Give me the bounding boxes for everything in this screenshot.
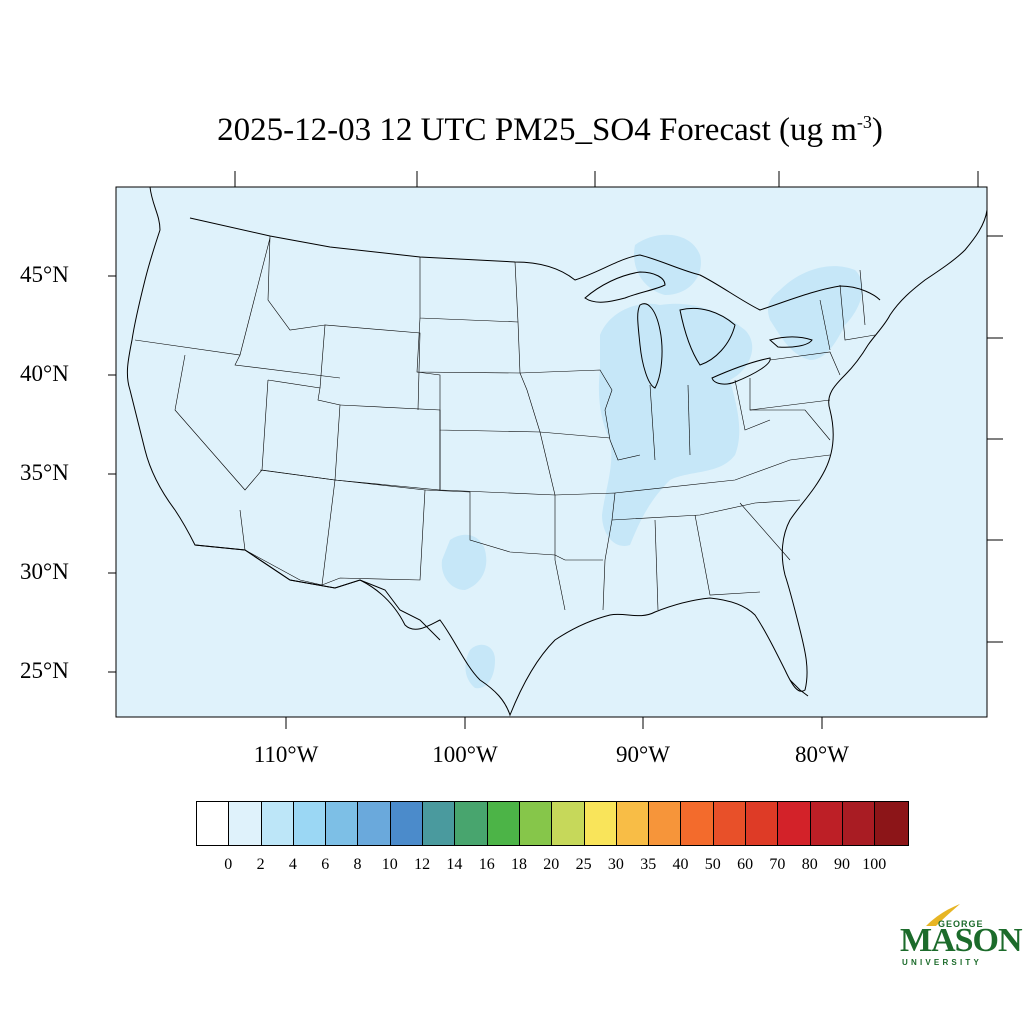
colorbar-label: 18: [511, 856, 527, 873]
colorbar-label: 16: [478, 856, 495, 873]
colorbar-box: [326, 802, 359, 845]
state-borders: [134, 235, 876, 611]
colorbar-box: [875, 802, 908, 845]
axis-ticks: [108, 171, 1003, 729]
logo-line1: GEORGE: [938, 919, 984, 929]
colorbar-label: 14: [446, 856, 463, 873]
colorbar-box: [261, 802, 294, 845]
colorbar-label: 50: [704, 856, 721, 873]
colorbar-box: [487, 802, 520, 845]
colorbar-label: 60: [737, 856, 754, 873]
colorbar-label: 4: [288, 856, 297, 873]
colorbar-box: [713, 802, 747, 845]
lake-superior: [584, 271, 666, 303]
colorbar-box: [649, 802, 682, 845]
colorbar-label: 90: [834, 856, 850, 873]
colorbar-box: [810, 802, 843, 845]
mexico-border: [194, 544, 441, 641]
colorbar-label: 2: [256, 856, 265, 873]
lake-michigan: [637, 303, 663, 389]
colorbar-label: 100: [862, 856, 887, 873]
us-coastline: [126, 186, 988, 717]
map-frame: [115, 186, 988, 718]
colorbar-box: [358, 802, 391, 845]
colorbar-box: [390, 802, 424, 845]
lon-label-110: 110°W: [253, 742, 319, 767]
concentration-plumes: [441, 234, 863, 689]
lake-ontario: [768, 336, 813, 348]
colorbar-box: [519, 802, 553, 845]
colorbar-label: 20: [543, 856, 560, 873]
colorbar-box: [293, 802, 327, 845]
colorbar-label: 12: [414, 856, 431, 873]
colorbar-box: [746, 802, 779, 845]
colorbar-label: 0: [224, 856, 233, 873]
colorbar-label: 40: [672, 856, 689, 873]
colorbar-box: [229, 802, 262, 845]
colorbar-label: 10: [381, 856, 398, 873]
lat-label-30: 30°N: [20, 559, 69, 584]
chart-title: 2025-12-03 12 UTC PM25_SO4 Forecast (ug …: [217, 112, 883, 148]
lat-label-40: 40°N: [20, 361, 69, 386]
canada-border: [189, 217, 881, 311]
lon-label-90: 90°W: [616, 742, 670, 767]
colorbar-box: [616, 802, 650, 845]
logo-line2: MASON: [900, 922, 1023, 959]
colorbar-label: 25: [575, 856, 592, 873]
colorbar-box: [842, 802, 876, 845]
colorbar-label: 70: [769, 856, 786, 873]
lake-huron: [679, 307, 736, 366]
colorbar-box: [423, 802, 456, 845]
colorbar-box: [552, 802, 585, 845]
colorbar-label: 8: [353, 856, 362, 873]
colorbar-label: 35: [640, 856, 657, 873]
colorbar-box: [584, 802, 617, 845]
lat-label-45: 45°N: [20, 262, 69, 287]
lat-label-35: 35°N: [20, 460, 69, 485]
logo-line3: UNIVERSITY: [902, 958, 983, 967]
colorbar-box: [197, 802, 230, 845]
florida-keys: [789, 679, 809, 697]
logo-swoosh-icon: [926, 904, 960, 926]
colorbar-box: [681, 802, 714, 845]
colorbar-box: [778, 802, 811, 845]
lake-erie: [711, 357, 771, 385]
map-background: [116, 187, 987, 717]
plume-great-lakes: [634, 234, 701, 295]
plume-midwest: [598, 303, 753, 546]
colorbar: [196, 801, 909, 846]
lon-label-100: 100°W: [432, 742, 498, 767]
colorbar-label: 6: [321, 856, 330, 873]
lat-label-25: 25°N: [20, 658, 69, 683]
colorbar-box: [455, 802, 488, 845]
gmu-logo: GEORGE MASON UNIVERSITY: [898, 898, 1023, 970]
colorbar-label: 30: [607, 856, 624, 873]
plume-texas: [441, 534, 487, 590]
colorbar-label: 80: [801, 856, 818, 873]
lon-label-80: 80°W: [795, 742, 849, 767]
plume-gulf: [465, 644, 495, 689]
